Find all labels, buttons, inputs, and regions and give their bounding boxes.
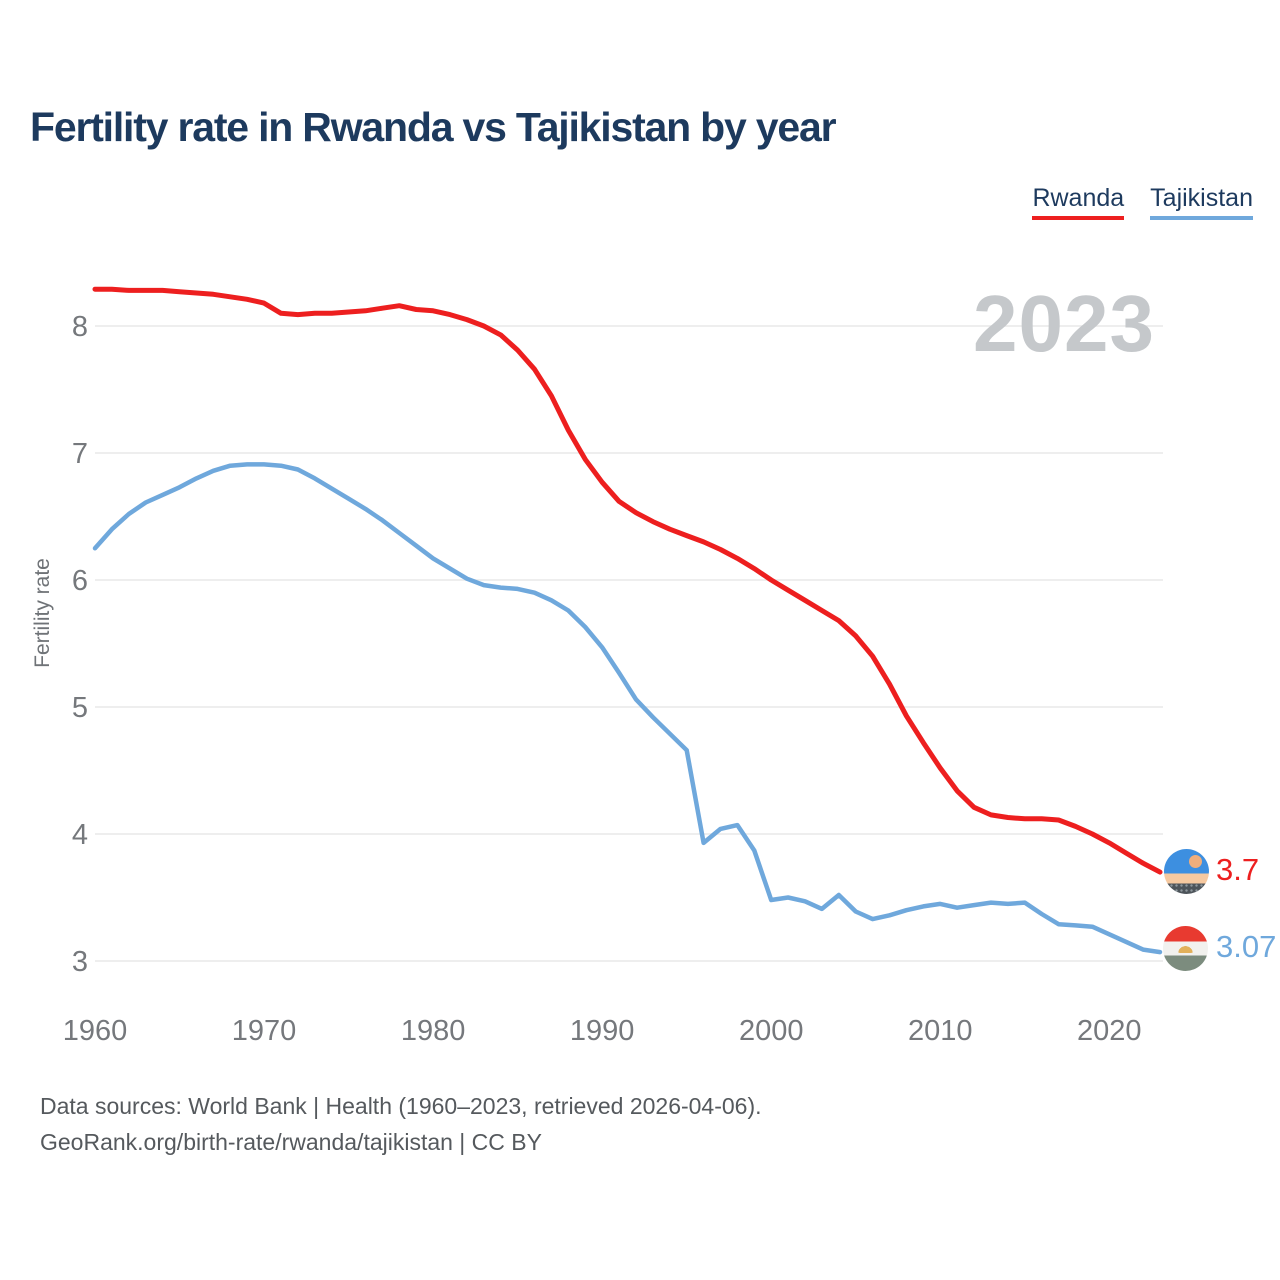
series-line-rwanda	[92, 286, 1163, 875]
chart-title: Fertility rate in Rwanda vs Tajikistan b…	[30, 104, 837, 150]
data-sources-line: Data sources: World Bank | Health (1960–…	[40, 1093, 762, 1119]
rwanda-flag-icon	[1164, 849, 1209, 894]
legend-item-tajikistan[interactable]: Tajikistan	[1150, 184, 1253, 220]
x-tick-label: 2000	[739, 1015, 804, 1047]
y-tick-label: 5	[72, 692, 88, 724]
rwanda-end-value: 3.7	[1216, 852, 1260, 887]
tajikistan-flag-crown	[1177, 945, 1194, 953]
x-tick-label: 1990	[570, 1015, 635, 1047]
year-watermark: 2023	[973, 279, 1155, 368]
x-tick-label: 2020	[1077, 1015, 1142, 1047]
x-tick-label: 1960	[63, 1015, 128, 1047]
tajikistan-flag-icon	[1163, 926, 1208, 971]
x-tick-label: 2010	[908, 1015, 973, 1047]
legend-item-rwanda[interactable]: Rwanda	[1032, 184, 1125, 220]
series-line-tajikistan	[92, 462, 1163, 955]
x-tick-label: 1970	[232, 1015, 297, 1047]
y-tick-label: 7	[72, 438, 88, 470]
rwanda-flag-texture	[1164, 883, 1209, 894]
y-tick-label: 8	[72, 311, 88, 343]
y-tick-label: 4	[72, 819, 88, 851]
legend: Rwanda Tajikistan	[1032, 184, 1253, 220]
footer: Data sources: World Bank | Health (1960–…	[40, 1088, 762, 1160]
y-axis-title: Fertility rate	[31, 558, 54, 668]
x-tick-label: 1980	[401, 1015, 466, 1047]
rwanda-flag-sun	[1189, 855, 1202, 868]
y-tick-label: 3	[72, 946, 88, 978]
y-tick-label: 6	[72, 565, 88, 597]
tajikistan-end-value: 3.07	[1216, 929, 1277, 964]
attribution-line: GeoRank.org/birth-rate/rwanda/tajikistan…	[40, 1129, 542, 1155]
